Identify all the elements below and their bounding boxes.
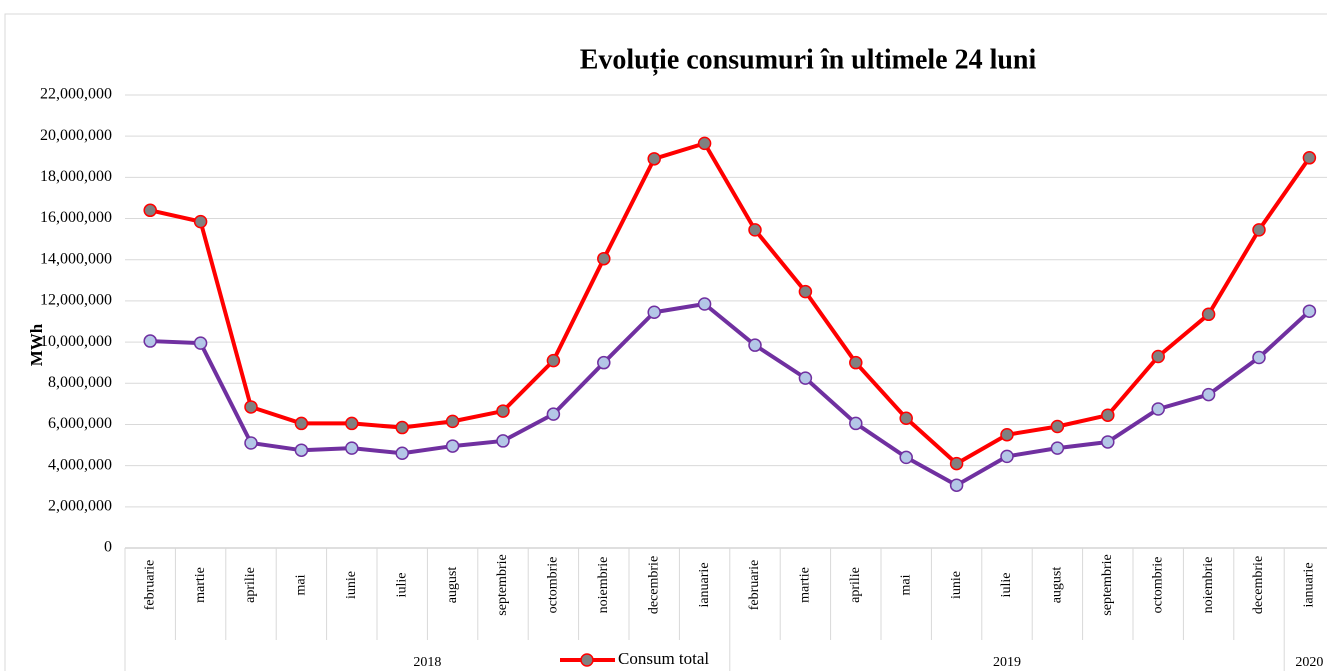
point-marker xyxy=(1050,419,1065,434)
point-marker xyxy=(395,446,409,461)
point-marker xyxy=(849,355,863,370)
point-marker xyxy=(244,400,258,414)
y-tick-label: 6,000,000 xyxy=(48,415,112,432)
point-marker xyxy=(697,136,712,151)
point-marker xyxy=(1050,441,1065,455)
point-marker xyxy=(1302,304,1317,318)
point-marker xyxy=(193,336,208,350)
point-marker xyxy=(597,251,611,266)
point-marker xyxy=(143,334,157,348)
point-marker xyxy=(546,353,561,368)
x-tick-label: decembrie xyxy=(646,556,661,614)
point-marker xyxy=(1252,350,1266,365)
point-marker xyxy=(597,355,611,370)
point-marker xyxy=(798,371,813,385)
point-marker xyxy=(949,478,964,492)
point-marker xyxy=(496,434,510,448)
point-marker xyxy=(647,305,661,319)
point-marker xyxy=(294,416,309,431)
x-tick-label: martie xyxy=(798,567,813,603)
point-marker xyxy=(395,420,409,435)
point-marker xyxy=(748,223,762,237)
point-marker xyxy=(849,416,863,431)
x-tick-label: ianuarie xyxy=(1302,562,1317,607)
year-label: 2018 xyxy=(413,655,441,670)
x-tick-label: iunie xyxy=(344,571,359,599)
x-tick-label: aprilie xyxy=(848,567,863,603)
point-marker xyxy=(1302,151,1317,165)
x-tick-label: februarie xyxy=(142,560,157,611)
point-marker xyxy=(1101,408,1115,422)
y-tick-label: 16,000,000 xyxy=(40,209,112,226)
chart-frame xyxy=(4,13,1327,671)
y-tick-label: 14,000,000 xyxy=(40,250,112,267)
x-tick-label: decembrie xyxy=(1251,556,1266,614)
x-tick-label: septembrie xyxy=(495,554,510,615)
point-marker xyxy=(1101,435,1115,449)
y-tick-label: 2,000,000 xyxy=(48,497,112,514)
series-line xyxy=(150,301,1311,488)
x-tick-label: octombrie xyxy=(546,557,561,614)
x-tick-label: februarie xyxy=(747,560,762,611)
point-marker xyxy=(697,297,712,311)
point-marker xyxy=(244,436,258,450)
y-tick-label: 18,000,000 xyxy=(40,168,112,185)
year-label: 2020 xyxy=(1295,655,1323,670)
x-tick-label: ianuarie xyxy=(697,562,712,607)
x-tick-label: octombrie xyxy=(1150,557,1165,614)
point-marker xyxy=(1151,402,1165,416)
x-tick-label: iulie xyxy=(999,573,1014,598)
point-marker xyxy=(445,439,460,453)
x-tick-label: iulie xyxy=(394,573,409,598)
y-tick-label: 8,000,000 xyxy=(48,374,112,391)
point-marker xyxy=(1151,349,1165,364)
y-tick-label: 10,000,000 xyxy=(40,333,112,350)
point-marker xyxy=(546,407,561,421)
point-marker xyxy=(1201,307,1216,322)
point-marker xyxy=(496,404,510,418)
point-marker xyxy=(949,456,964,471)
y-tick-label: 12,000,000 xyxy=(40,292,112,309)
x-tick-label: august xyxy=(445,567,460,604)
point-marker xyxy=(748,338,762,352)
x-tick-label: mai xyxy=(294,574,309,595)
legend-label: Consum total xyxy=(618,649,709,668)
y-tick-label: 22,000,000 xyxy=(40,86,112,103)
point-marker xyxy=(345,441,359,455)
x-tick-label: iunie xyxy=(949,571,964,599)
y-tick-label: 0 xyxy=(104,539,112,556)
x-tick-label: septembrie xyxy=(1100,554,1115,615)
year-label: 2019 xyxy=(993,655,1021,670)
point-marker xyxy=(294,443,309,457)
point-marker xyxy=(193,214,208,229)
x-tick-label: aprilie xyxy=(243,567,258,603)
chart-title: Evoluție consumuri în ultimele 24 luni xyxy=(580,44,1037,75)
x-tick-label: mai xyxy=(898,574,913,595)
point-marker xyxy=(345,416,359,431)
y-axis-label: MWh xyxy=(27,323,46,366)
point-marker xyxy=(647,152,661,166)
legend-marker xyxy=(580,653,594,667)
x-tick-label: noiembrie xyxy=(1201,557,1216,614)
x-tick-label: noiembrie xyxy=(596,557,611,614)
point-marker xyxy=(899,411,913,426)
point-marker xyxy=(445,414,460,429)
point-marker xyxy=(1252,223,1266,237)
y-tick-label: 20,000,000 xyxy=(40,127,112,144)
x-tick-label: martie xyxy=(193,567,208,603)
point-marker xyxy=(1000,449,1014,464)
point-marker xyxy=(1201,387,1216,402)
point-marker xyxy=(899,450,913,465)
x-tick-label: august xyxy=(1050,567,1065,604)
point-marker xyxy=(798,284,813,299)
point-marker xyxy=(1000,428,1014,442)
y-tick-label: 4,000,000 xyxy=(48,456,112,473)
series-line xyxy=(149,141,1312,466)
point-marker xyxy=(143,203,157,218)
